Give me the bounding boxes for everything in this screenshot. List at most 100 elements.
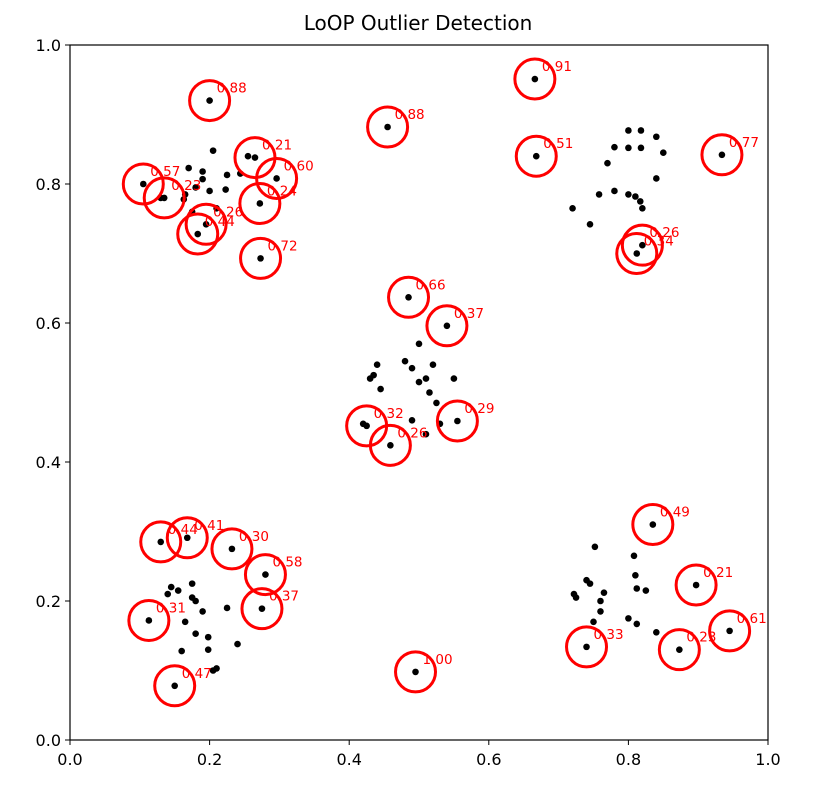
y-tick-label: 0.0 [36, 731, 61, 750]
outlier-ring [700, 133, 744, 177]
data-point [164, 590, 172, 598]
outlier-score-label: 0.58 [272, 555, 302, 571]
x-tick-label: 0.2 [197, 750, 222, 769]
outlier-score-label: 0.32 [374, 406, 404, 422]
outlier-score-label: 0.77 [729, 135, 759, 151]
outlier-point [139, 180, 147, 188]
outlier-point [262, 571, 269, 578]
outlier-score-label: 0.41 [194, 518, 224, 534]
data-point [632, 571, 639, 579]
outlier-score-label: 0.66 [416, 277, 446, 293]
y-tick-label: 0.8 [36, 175, 61, 194]
outlier-score-label: 0.57 [150, 164, 180, 180]
outlier-score-label: 0.34 [644, 234, 674, 250]
y-tick-label: 0.2 [36, 592, 61, 611]
data-point [450, 375, 458, 382]
outlier-score-label: 0.21 [262, 138, 292, 154]
data-point [625, 615, 632, 622]
data-point [591, 543, 599, 551]
data-point [595, 191, 603, 198]
outlier-ring [394, 650, 438, 694]
outlier-point [258, 605, 266, 612]
outlier-ring [243, 553, 287, 597]
data-point [611, 187, 618, 195]
outlier-point [194, 230, 202, 238]
outlier-point [363, 422, 370, 430]
data-point [370, 371, 377, 379]
outlier-score-label: 0.61 [737, 611, 767, 627]
outlier-ring [514, 134, 558, 178]
outlier-score-label: 0.23 [686, 630, 716, 646]
outlier-point [405, 293, 412, 301]
data-point [604, 159, 611, 167]
outlier-score-label: 0.21 [703, 565, 733, 581]
outlier-score-label: 0.26 [213, 204, 243, 220]
data-point [234, 640, 241, 648]
outlier-score-label: 0.26 [649, 225, 679, 241]
outlier-point [726, 627, 733, 635]
outlier-score-label: 0.37 [454, 306, 484, 322]
data-point [611, 143, 618, 151]
outlier-point [228, 545, 236, 553]
outlier-ring [368, 423, 412, 467]
outlier-ring [435, 399, 479, 443]
outlier-point [251, 154, 259, 161]
data-point [637, 127, 645, 134]
data-point [223, 604, 231, 612]
data-point [415, 340, 423, 348]
outlier-score-label: 0.51 [543, 136, 573, 152]
outlier-score-label: 0.31 [156, 600, 186, 616]
data-point [199, 175, 206, 183]
outlier-point [387, 442, 394, 449]
outlier-ring [210, 527, 254, 571]
outlier-score-label: 0.88 [217, 81, 247, 97]
outlier-ring [513, 57, 557, 101]
outlier-ring [620, 223, 664, 267]
outlier-ring [139, 520, 183, 564]
outlier-ring [239, 236, 283, 280]
data-point [377, 385, 384, 393]
outlier-point [633, 250, 641, 257]
outlier-ring [387, 275, 431, 319]
data-point [597, 608, 604, 615]
data-point [222, 186, 229, 193]
outlier-ring [165, 516, 209, 560]
data-point [373, 361, 381, 369]
data-point [433, 399, 440, 407]
outlier-ring [631, 503, 675, 547]
data-point [633, 585, 641, 592]
outlier-score-label: 0.33 [594, 627, 624, 643]
outlier-ring [615, 232, 659, 275]
data-point [639, 205, 646, 212]
data-point [637, 144, 645, 152]
data-point [204, 633, 212, 641]
outlier-score-label: 0.44 [168, 522, 198, 538]
outlier-ring [708, 609, 752, 653]
outlier-score-label: 0.30 [239, 529, 269, 545]
data-point [569, 205, 576, 212]
data-point [199, 168, 206, 175]
data-point [642, 587, 650, 594]
x-tick-label: 0.8 [616, 750, 641, 769]
data-point [174, 587, 182, 594]
data-point [408, 364, 416, 372]
data-point [181, 618, 189, 626]
outlier-point [676, 646, 683, 653]
y-tick-label: 0.4 [36, 453, 61, 472]
data-point [192, 597, 199, 605]
outlier-point [583, 643, 590, 651]
outlier-point [183, 534, 191, 542]
data-point [192, 630, 199, 637]
outlier-score-label: 0.91 [542, 59, 572, 75]
outlier-point [532, 152, 540, 160]
outlier-score-label: 0.72 [268, 238, 298, 254]
data-point [426, 389, 433, 396]
outlier-ring [657, 628, 701, 672]
outlier-ring [255, 156, 299, 200]
outlier-score-label: 0.44 [205, 214, 235, 230]
data-point [415, 378, 423, 386]
data-point [422, 375, 430, 382]
y-tick-label: 1.0 [36, 36, 61, 55]
outlier-score-label: 1.00 [423, 652, 453, 668]
